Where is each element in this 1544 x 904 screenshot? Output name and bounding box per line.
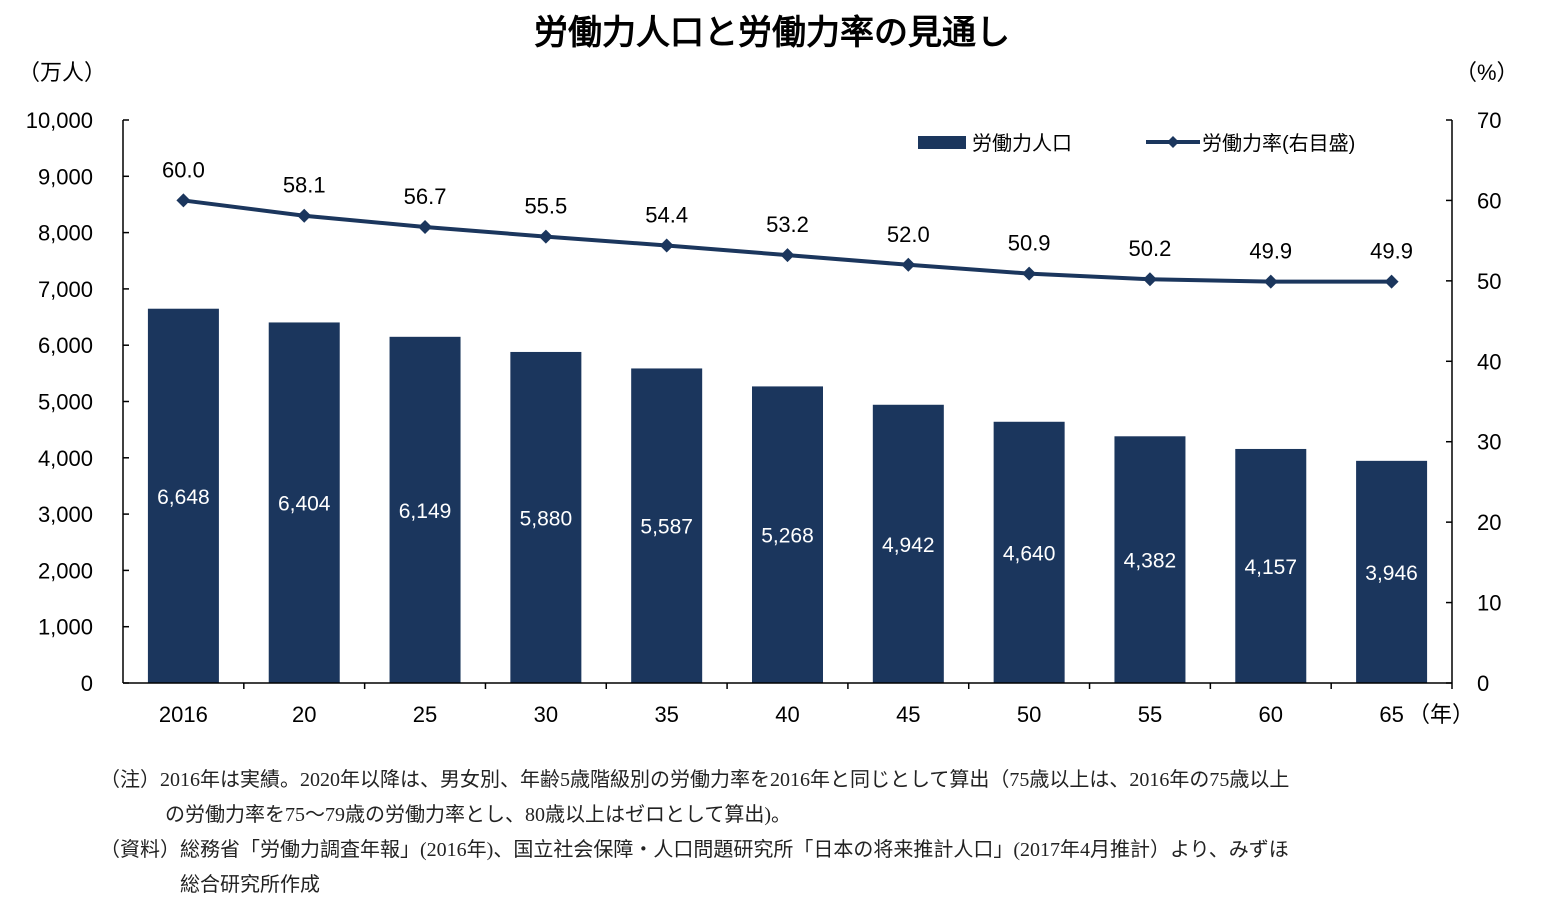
bar [268, 322, 340, 683]
rate-marker [176, 193, 191, 208]
bar-data-label: 4,640 [1003, 542, 1056, 565]
rate-marker [780, 248, 795, 263]
bar-data-label: 3,946 [1365, 562, 1418, 585]
rate-data-label: 50.9 [1008, 231, 1051, 256]
right-axis-unit: （%） [1455, 60, 1519, 85]
bar [1235, 448, 1307, 683]
left-tick-label: 5,000 [38, 390, 93, 415]
rate-data-label: 49.9 [1370, 239, 1413, 264]
rate-data-label: 49.9 [1249, 239, 1292, 264]
x-tick-label: 35 [654, 702, 678, 727]
rate-data-label: 52.0 [887, 222, 930, 247]
legend-bar-swatch [918, 136, 966, 149]
rate-data-label: 50.2 [1129, 236, 1172, 261]
bar-data-label: 6,404 [278, 493, 331, 516]
x-tick-label: 25 [413, 702, 437, 727]
rate-marker [297, 208, 312, 223]
source-line-1: （資料）総務省「労働力調査年報」(2016年)、国立社会保障・人口問題研究所「日… [100, 839, 1289, 861]
rate-marker [901, 257, 916, 272]
note-line-1: （注）2016年は実績。2020年以降は、男女別、年齢5歳階級別の労働力率を20… [100, 769, 1290, 791]
bar [993, 421, 1065, 683]
x-tick-label: 50 [1017, 702, 1041, 727]
x-tick-label: 65 [1379, 702, 1403, 727]
x-tick-label: 2016 [159, 702, 208, 727]
right-tick-label: 60 [1477, 188, 1501, 213]
rate-data-label: 56.7 [404, 184, 447, 209]
left-tick-label: 6,000 [38, 333, 93, 358]
x-tick-label: 40 [775, 702, 799, 727]
rate-marker [1142, 272, 1157, 287]
bar-data-label: 6,648 [157, 486, 210, 509]
right-tick-label: 50 [1477, 269, 1501, 294]
left-tick-label: 0 [81, 671, 93, 696]
note-line-2: の労働力率を75～79歳の労働力率とし、80歳以上はゼロとして算出)。 [165, 804, 792, 826]
x-tick-label: 30 [534, 702, 558, 727]
right-tick-label: 40 [1477, 349, 1501, 374]
left-tick-label: 10,000 [26, 108, 93, 133]
rate-data-label: 53.2 [766, 212, 809, 237]
bar [510, 351, 582, 683]
right-tick-label: 70 [1477, 108, 1501, 133]
left-axis-unit: （万人） [18, 60, 106, 85]
left-tick-label: 8,000 [38, 221, 93, 246]
chart-title: 労働力人口と労働力率の見通し [534, 14, 1010, 52]
bar-data-label: 5,880 [520, 507, 573, 530]
rate-marker [659, 238, 674, 253]
legend-bar-label: 労働力人口 [972, 132, 1072, 155]
bar-data-label: 5,268 [761, 525, 814, 548]
bar [1114, 436, 1186, 683]
bar [147, 308, 219, 683]
left-tick-label: 3,000 [38, 502, 93, 527]
legend-diamond-marker [1167, 136, 1179, 148]
x-tick-label: 45 [896, 702, 920, 727]
bar-data-label: 6,149 [399, 500, 452, 523]
bar [752, 386, 823, 683]
rate-marker [1384, 274, 1399, 289]
bar-data-label: 4,157 [1244, 556, 1297, 579]
left-tick-label: 9,000 [38, 164, 93, 189]
rate-marker [418, 219, 433, 234]
left-tick-label: 4,000 [38, 446, 93, 471]
left-tick-label: 7,000 [38, 277, 93, 302]
bar [631, 368, 703, 683]
bar-data-label: 5,587 [640, 516, 693, 539]
x-tick-label: 60 [1259, 702, 1283, 727]
rate-marker [538, 229, 553, 244]
legend: 労働力人口 労働力率(右目盛) [918, 132, 1355, 155]
legend-line-label: 労働力率(右目盛) [1202, 132, 1355, 155]
x-tick-label: 20 [292, 702, 316, 727]
bar [1356, 460, 1428, 683]
right-tick-label: 20 [1477, 510, 1501, 535]
x-axis-unit: （年） [1408, 702, 1474, 727]
rate-data-label: 54.4 [645, 202, 688, 227]
right-tick-label: 10 [1477, 591, 1501, 616]
rate-data-label: 60.0 [162, 157, 205, 182]
source-line-2: 総合研究所作成 [180, 874, 320, 896]
x-tick-label: 55 [1138, 702, 1162, 727]
rate-data-label: 58.1 [283, 173, 326, 198]
bar [872, 404, 944, 683]
left-tick-label: 1,000 [38, 615, 93, 640]
right-tick-label: 0 [1477, 671, 1489, 696]
bar-data-label: 4,942 [882, 534, 935, 557]
rate-marker [1022, 266, 1037, 281]
chart-svg: 労働力人口と労働力率の見通し （万人） （%） 6,648 6,404 6,149 5… [18, 14, 1519, 727]
bar-data-label: 4,382 [1124, 550, 1177, 573]
rate-marker [1263, 274, 1278, 289]
rate-data-label: 55.5 [524, 194, 567, 219]
right-tick-label: 30 [1477, 430, 1501, 455]
left-tick-label: 2,000 [38, 558, 93, 583]
bar [389, 336, 461, 683]
